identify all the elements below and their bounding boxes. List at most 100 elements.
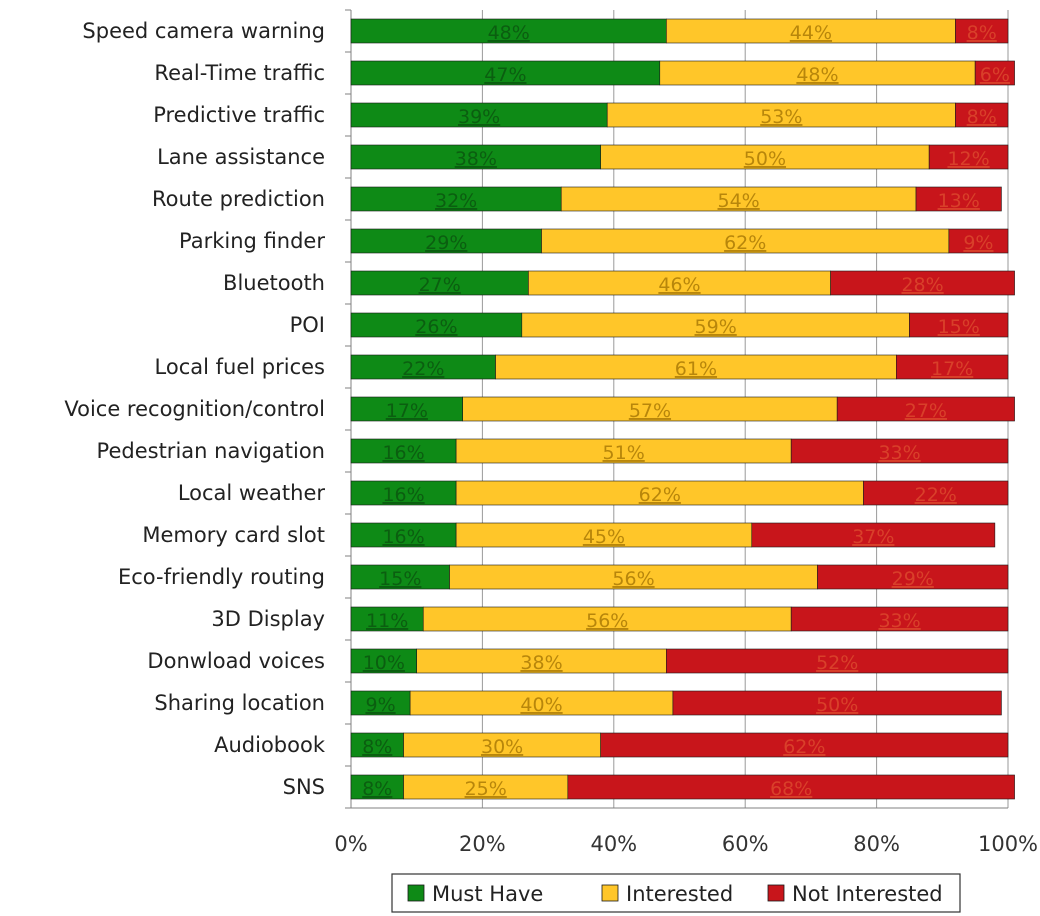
- bar-segment: [462, 396, 838, 422]
- category-label: POI: [290, 313, 325, 337]
- category-label: Bluetooth: [223, 271, 325, 295]
- data-label: 17%: [931, 358, 973, 380]
- bar-segment: [350, 648, 417, 674]
- bar-segment: [455, 438, 792, 464]
- data-label: 22%: [402, 358, 444, 380]
- bar-segment: [863, 480, 1009, 506]
- data-label: 16%: [382, 442, 424, 464]
- bar-segment: [836, 396, 1015, 422]
- category-label: Speed camera warning: [82, 19, 325, 43]
- bar-segment: [830, 270, 1015, 296]
- data-label: 56%: [586, 610, 628, 632]
- data-label: 53%: [760, 106, 802, 128]
- data-label: 56%: [612, 568, 654, 590]
- data-label: 16%: [382, 484, 424, 506]
- data-label: 15%: [938, 316, 980, 338]
- bar-segment: [350, 102, 608, 128]
- bar-segment: [455, 522, 753, 548]
- bar-segment: [567, 774, 1015, 800]
- bar-segment: [790, 438, 1009, 464]
- bar-segment: [928, 144, 1009, 170]
- data-label: 10%: [363, 652, 405, 674]
- data-label: 48%: [796, 64, 838, 86]
- x-tick-label: 60%: [722, 832, 769, 856]
- category-label: Audiobook: [214, 733, 326, 757]
- category-label: Donwload voices: [147, 649, 325, 673]
- data-label: 16%: [382, 526, 424, 548]
- data-label: 27%: [905, 400, 947, 422]
- data-label: 26%: [415, 316, 457, 338]
- category-label: Lane assistance: [157, 145, 325, 169]
- bar-segment: [403, 732, 601, 758]
- bar-segment: [350, 564, 450, 590]
- data-label: 30%: [481, 736, 523, 758]
- bar-segment: [350, 480, 457, 506]
- bar-segment: [350, 18, 667, 44]
- legend-label: Must Have: [432, 882, 543, 906]
- category-label: Route prediction: [152, 187, 325, 211]
- category-label: Real-Time traffic: [154, 61, 325, 85]
- x-tick-label: 80%: [853, 832, 900, 856]
- bar-segment: [790, 606, 1009, 632]
- bar-segment: [909, 312, 1009, 338]
- category-label: Voice recognition/control: [64, 397, 325, 421]
- bar-segment: [896, 354, 1009, 380]
- data-label: 38%: [520, 652, 562, 674]
- bar-segment: [666, 18, 956, 44]
- data-label: 6%: [980, 64, 1010, 86]
- bar-segment: [350, 228, 542, 254]
- data-label: 50%: [744, 148, 786, 170]
- data-label: 59%: [695, 316, 737, 338]
- data-label: 57%: [629, 400, 671, 422]
- data-label: 54%: [718, 190, 760, 212]
- data-label: 25%: [465, 778, 507, 800]
- bar-segment: [817, 564, 1009, 590]
- data-label: 15%: [379, 568, 421, 590]
- category-label: Local fuel prices: [155, 355, 325, 379]
- data-label: 28%: [901, 274, 943, 296]
- data-label: 33%: [878, 442, 920, 464]
- legend-label: Not Interested: [792, 882, 943, 906]
- bar-segment: [416, 648, 667, 674]
- data-label: 13%: [938, 190, 980, 212]
- data-label: 40%: [520, 694, 562, 716]
- bar-segment: [350, 354, 496, 380]
- bar-segment: [350, 60, 661, 86]
- category-label: Parking finder: [179, 229, 325, 253]
- data-label: 22%: [915, 484, 957, 506]
- legend-swatch: [407, 884, 425, 902]
- bar-segment: [666, 648, 1009, 674]
- category-label: Memory card slot: [142, 523, 325, 547]
- category-label: Predictive traffic: [153, 103, 325, 127]
- bar-segment: [600, 144, 930, 170]
- legend: Must Have Interested Not Interested: [391, 873, 961, 913]
- data-label: 48%: [488, 22, 530, 44]
- data-label: 52%: [816, 652, 858, 674]
- data-label: 8%: [967, 106, 997, 128]
- category-label: Eco-friendly routing: [118, 565, 325, 589]
- data-label: 68%: [770, 778, 812, 800]
- data-label: 33%: [878, 610, 920, 632]
- data-label: 46%: [658, 274, 700, 296]
- category-label: Pedestrian navigation: [97, 439, 325, 463]
- x-tick-labels: 0% 20% 40% 60% 80% 100%: [334, 832, 1038, 856]
- x-tick-label: 40%: [590, 832, 637, 856]
- data-label: 37%: [852, 526, 894, 548]
- data-label: 38%: [455, 148, 497, 170]
- data-label: 51%: [603, 442, 645, 464]
- category-label: 3D Display: [211, 607, 325, 631]
- bar-segment: [955, 102, 1009, 128]
- data-label: 17%: [386, 400, 428, 422]
- data-label: 44%: [790, 22, 832, 44]
- data-label: 8%: [362, 778, 392, 800]
- legend-swatch: [601, 884, 619, 902]
- bar-segment: [751, 522, 996, 548]
- bar-segment: [528, 270, 831, 296]
- data-label: 61%: [675, 358, 717, 380]
- data-label: 62%: [783, 736, 825, 758]
- bar-segment: [455, 480, 864, 506]
- legend-label: Interested: [626, 882, 733, 906]
- bar-segment: [600, 732, 1009, 758]
- legend-box: [391, 873, 961, 913]
